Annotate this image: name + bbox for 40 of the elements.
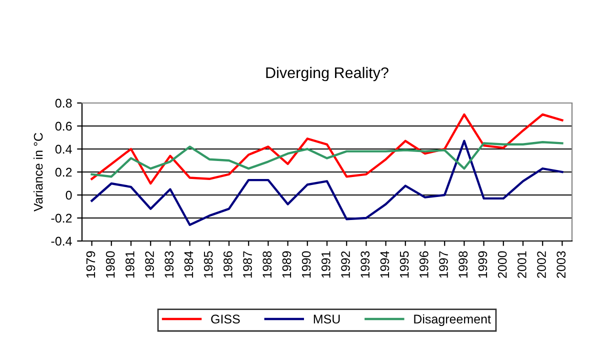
x-tick-label: 1994	[380, 251, 390, 278]
x-tick-label: 2000	[498, 251, 507, 278]
y-tick-label: 0.6	[55, 122, 72, 131]
x-tick-label: 1986	[224, 251, 232, 278]
legend-label: MSU	[314, 314, 340, 324]
x-tick-label: 1982	[145, 251, 154, 278]
x-tick-label: 1993	[360, 251, 370, 278]
x-tick-label: 1985	[204, 251, 213, 278]
y-tick-label: -0.4	[51, 236, 72, 246]
line-series	[90, 113, 564, 185]
x-tick-label: 1979	[86, 251, 96, 278]
x-tick-label: 1984	[184, 251, 194, 278]
legend-label: GISS	[211, 314, 240, 324]
x-tick-label: 1996	[420, 251, 428, 278]
x-tick-label: 2003	[556, 251, 566, 278]
x-tick-label: 1995	[400, 251, 409, 278]
y-axis-title: Variance in °C	[34, 132, 43, 212]
line-series	[90, 140, 564, 226]
x-tick-label: 1981	[126, 251, 134, 278]
x-tick-label: 1999	[478, 251, 488, 278]
chart-title: Diverging Reality?	[266, 66, 388, 82]
y-tick-label: 0.8	[55, 98, 72, 108]
x-tick-label: 1980	[106, 251, 115, 278]
x-tick-label: 2001	[518, 251, 526, 278]
x-tick-label: 1998	[458, 251, 468, 278]
y-tick-label: -0.2	[51, 214, 72, 223]
x-tick-label: 1990	[302, 251, 311, 278]
y-tick-label: 0.2	[55, 168, 72, 177]
x-tick-label: 1997	[439, 251, 448, 278]
legend-label: Disagreement	[414, 314, 491, 326]
x-tick-label: 1983	[164, 251, 174, 278]
x-tick-label: 1992	[341, 251, 350, 278]
x-tick-label: 1989	[282, 251, 292, 278]
x-tick-label: 1987	[243, 251, 252, 278]
y-tick-label: 0	[66, 190, 72, 200]
x-tick-label: 1991	[322, 251, 330, 278]
line-series	[90, 140, 564, 178]
x-tick-label: 2002	[537, 251, 546, 278]
x-tick-label: 1988	[262, 251, 272, 278]
y-tick-label: 0.4	[55, 144, 72, 154]
